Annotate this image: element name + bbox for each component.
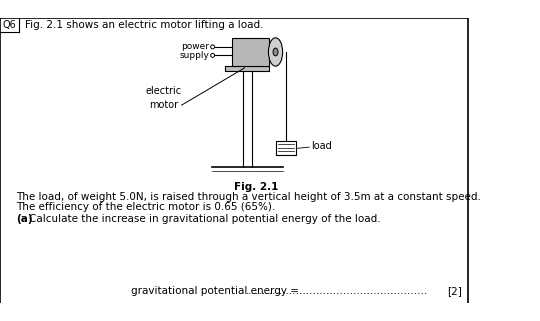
Text: Fig. 2.1 shows an electric motor lifting a load.: Fig. 2.1 shows an electric motor lifting…: [25, 21, 264, 30]
Text: Calculate the increase in gravitational potential energy of the load.: Calculate the increase in gravitational …: [29, 214, 381, 224]
Text: Q6: Q6: [3, 21, 17, 30]
Text: The efficiency of the electric motor is 0.65 (65%).: The efficiency of the electric motor is …: [16, 202, 275, 212]
Text: (a): (a): [16, 214, 32, 224]
Text: ......................................................: ........................................…: [246, 286, 429, 296]
Circle shape: [211, 45, 214, 49]
Text: supply: supply: [179, 51, 209, 60]
Bar: [276, 141, 296, 155]
Bar: [232, 38, 269, 66]
Text: electric
motor: electric motor: [146, 86, 182, 110]
Text: load: load: [311, 141, 332, 151]
Text: power: power: [181, 42, 209, 51]
Text: gravitational potential energy =: gravitational potential energy =: [131, 286, 302, 296]
Bar: [225, 66, 269, 71]
Text: The load, of weight 5.0N, is raised through a vertical height of 3.5m at a const: The load, of weight 5.0N, is raised thro…: [16, 192, 481, 202]
Text: Fig. 2.1: Fig. 2.1: [234, 182, 278, 192]
Circle shape: [211, 53, 214, 57]
Ellipse shape: [273, 48, 278, 56]
Ellipse shape: [268, 38, 282, 66]
Text: [2]: [2]: [448, 286, 462, 296]
